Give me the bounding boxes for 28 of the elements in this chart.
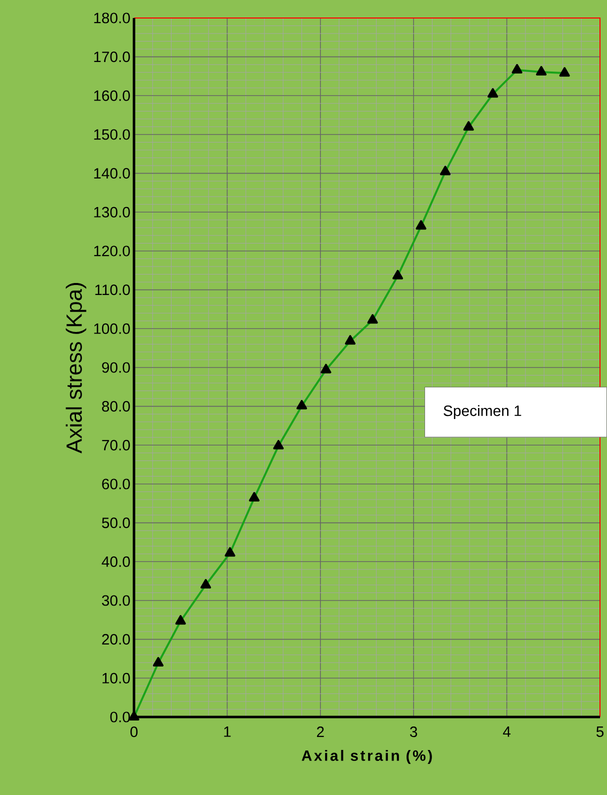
y-tick-label: 60.0 [102, 478, 130, 490]
y-tick-label: 10.0 [102, 672, 130, 684]
x-tick-label: 5 [596, 726, 604, 737]
x-tick-label: 1 [224, 726, 230, 737]
y-tick-label: 120.0 [94, 246, 130, 256]
y-axis-title: Axial stress (Kpa) [66, 283, 86, 454]
y-tick-label: 30.0 [102, 595, 130, 606]
y-tick-label: 170.0 [94, 52, 130, 62]
y-tick-label: 80.0 [102, 401, 130, 412]
x-tick-label: 0 [130, 726, 138, 738]
y-tick-label: 0.0 [110, 712, 130, 722]
y-tick-label: 20.0 [102, 634, 130, 645]
x-tick-label: 3 [410, 726, 417, 738]
y-tick-label: 40.0 [102, 556, 130, 567]
y-tick-label: 110.0 [95, 284, 130, 296]
y-tick-label: 140.0 [94, 168, 130, 179]
y-tick-label: 50.0 [102, 518, 130, 528]
y-tick-label: 100.0 [94, 323, 130, 334]
y-tick-label: 130.0 [94, 206, 130, 218]
x-tick-label: 2 [316, 726, 324, 737]
y-tick-label: 150.0 [94, 129, 130, 140]
y-tick-label: 70.0 [102, 440, 130, 450]
x-tick-label: 4 [502, 726, 510, 737]
y-tick-label: 90.0 [102, 362, 130, 373]
annotation: Specimen 1 [443, 405, 521, 420]
y-tick-label: 160.0 [94, 90, 130, 101]
y-tick-label: 180.0 [94, 12, 130, 24]
x-axis-title: Axial strain (%) [302, 750, 432, 764]
